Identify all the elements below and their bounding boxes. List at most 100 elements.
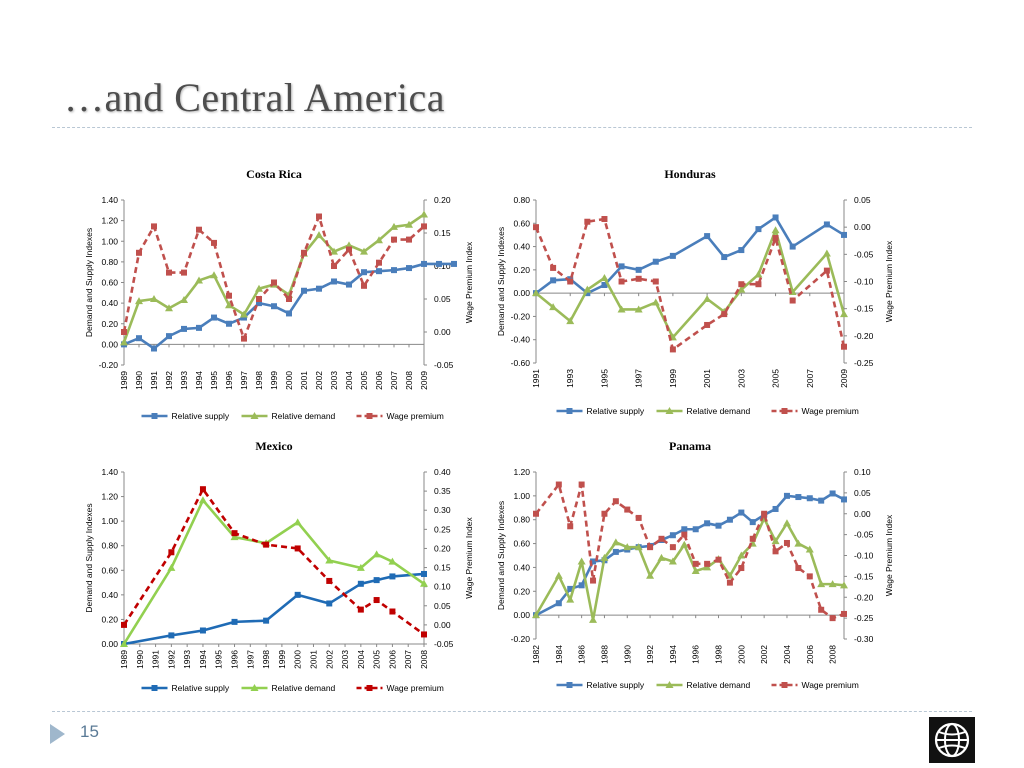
data-point xyxy=(618,278,625,285)
y2-tick-label: -0.05 xyxy=(854,530,874,540)
y2-axis-title: Wage Premium Index xyxy=(884,514,894,596)
legend: Relative supply Relative demand Wage premi… xyxy=(141,683,444,693)
y2-tick-label: 0.40 xyxy=(434,467,451,477)
data-point xyxy=(165,304,173,312)
y2-tick-label: -0.10 xyxy=(854,551,874,561)
data-point xyxy=(840,581,848,589)
data-point xyxy=(692,560,699,567)
x-tick-label: 2007 xyxy=(805,369,815,388)
legend-marker xyxy=(366,685,373,691)
data-point xyxy=(789,243,796,250)
chart-svg: Costa Rica -0.20 0.00 0.20 0.40 0.60 0.80 1.00 1… xyxy=(84,167,474,421)
x-tick-label: 2008 xyxy=(828,645,838,664)
globe-icon xyxy=(929,717,975,763)
data-point xyxy=(256,296,262,302)
data-point xyxy=(256,300,262,307)
data-point xyxy=(817,580,826,588)
data-point xyxy=(841,610,847,617)
data-point xyxy=(121,329,127,335)
page-number: 15 xyxy=(80,722,99,741)
x-tick-label: 1999 xyxy=(668,369,678,388)
data-point xyxy=(316,213,322,220)
legend-label: Wage premium xyxy=(387,411,444,421)
data-point xyxy=(301,249,307,256)
data-point xyxy=(681,526,688,533)
y2-axis-title: Wage Premium Index xyxy=(464,241,474,323)
data-point xyxy=(168,549,175,556)
data-point xyxy=(789,297,796,304)
data-point xyxy=(806,573,813,580)
y-tick-label: 1.40 xyxy=(101,467,118,477)
x-tick-label: 2002 xyxy=(324,650,334,669)
legend-marker xyxy=(566,408,573,414)
y-tick-label: 0.00 xyxy=(513,288,530,298)
legend-label: Relative supply xyxy=(587,680,645,690)
data-point xyxy=(211,314,217,321)
data-point xyxy=(346,281,352,288)
legend-marker xyxy=(566,682,573,688)
x-tick-label: 2004 xyxy=(344,371,354,390)
data-point xyxy=(331,278,337,285)
data-point xyxy=(669,532,676,539)
data-point xyxy=(420,579,428,587)
x-tick-label: 2006 xyxy=(374,371,384,390)
x-tick-label: 1994 xyxy=(198,650,208,669)
data-point xyxy=(840,310,848,318)
data-point xyxy=(301,287,307,294)
data-point xyxy=(738,565,745,572)
data-point xyxy=(715,522,722,529)
y-tick-label: 0.40 xyxy=(513,562,530,572)
data-point xyxy=(241,314,247,321)
y-tick-label: -0.20 xyxy=(99,360,119,370)
data-point xyxy=(703,563,712,571)
chart-honduras: Honduras -0.60 -0.40 -0.20 0.00 0.20 0.40 0.60 0… xyxy=(492,160,902,425)
y-tick-label: 0.60 xyxy=(101,565,118,575)
x-tick-label: 1988 xyxy=(599,645,609,664)
data-point xyxy=(211,239,217,246)
data-point xyxy=(841,231,847,238)
x-tick-label: 1986 xyxy=(577,645,587,664)
legend-marker xyxy=(665,681,674,688)
data-point xyxy=(634,543,643,551)
data-point xyxy=(578,481,585,488)
data-point xyxy=(703,294,712,302)
data-point xyxy=(421,570,427,577)
x-tick-label: 1998 xyxy=(261,650,271,669)
x-tick-label: 1996 xyxy=(224,371,234,390)
data-point xyxy=(818,606,825,613)
data-point xyxy=(151,345,157,352)
y2-tick-label: -0.15 xyxy=(854,304,874,314)
data-point xyxy=(373,577,380,584)
data-point xyxy=(590,577,597,584)
series-line-relative-supply xyxy=(535,216,845,295)
y-tick-label: 1.00 xyxy=(513,491,530,501)
y-axis-title: Demand and Supply Indexes xyxy=(84,503,94,612)
data-point xyxy=(828,580,837,588)
legend-label: Relative demand xyxy=(272,683,336,693)
x-tick-label: 1993 xyxy=(565,369,575,388)
data-point xyxy=(263,541,270,548)
data-point xyxy=(715,556,722,563)
x-tick-label: 1991 xyxy=(531,369,541,388)
data-point xyxy=(584,290,591,297)
x-tick-label: 2008 xyxy=(419,650,429,669)
data-point xyxy=(651,298,660,306)
data-point xyxy=(549,303,558,311)
y2-tick-label: 0.10 xyxy=(434,582,451,592)
data-point xyxy=(168,632,175,639)
data-point xyxy=(196,226,202,233)
y-tick-label: 0.00 xyxy=(513,610,530,620)
x-tick-label: 2009 xyxy=(839,369,849,388)
data-point xyxy=(226,292,232,299)
x-tick-label: 1992 xyxy=(166,650,176,669)
data-point xyxy=(330,247,338,255)
data-point xyxy=(772,235,779,242)
data-point xyxy=(749,519,756,526)
x-tick-label: 1996 xyxy=(230,650,240,669)
x-tick-label: 1993 xyxy=(182,650,192,669)
legend-label: Relative supply xyxy=(587,406,645,416)
series-line-wage-premium xyxy=(534,483,845,620)
y2-tick-label: -0.05 xyxy=(854,249,874,259)
data-point xyxy=(600,553,609,561)
data-point xyxy=(532,611,540,619)
